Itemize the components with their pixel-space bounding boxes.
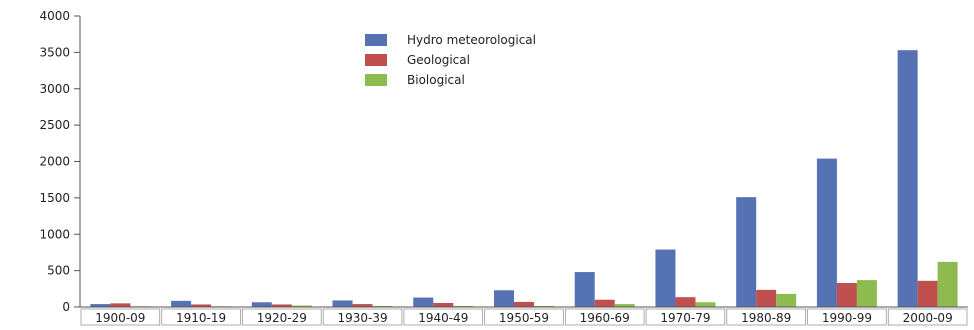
bar-hydro-meteorological-1950-59 xyxy=(494,290,514,307)
x-tick-box xyxy=(161,308,241,326)
bar-biological-1920-29 xyxy=(291,305,312,307)
bar-biological-1970-79 xyxy=(695,302,716,307)
legend-label: Hydro meteorological xyxy=(407,33,536,47)
legend-swatch xyxy=(365,34,387,46)
bar-geological-1930-39 xyxy=(352,304,373,307)
x-tick-label: 1930-39 xyxy=(337,311,387,325)
x-tick-box xyxy=(484,308,564,326)
bar-hydro-meteorological-1960-69 xyxy=(574,272,595,307)
x-tick-box xyxy=(403,308,484,326)
bar-geological-1950-59 xyxy=(514,301,534,307)
bar-biological-1990-99 xyxy=(856,280,877,307)
legend-label: Geological xyxy=(407,53,470,67)
bar-biological-1950-59 xyxy=(534,305,554,307)
y-tick-label: 500 xyxy=(47,264,70,278)
bar-hydro-meteorological-1990-99 xyxy=(816,158,837,307)
bar-hydro-meteorological-1940-49 xyxy=(413,297,434,307)
y-tick-label: 3500 xyxy=(39,45,70,59)
bar-hydro-meteorological-1910-19 xyxy=(171,300,192,307)
bar-hydro-meteorological-1970-79 xyxy=(655,249,676,307)
bar-biological-1940-49 xyxy=(453,305,474,307)
x-tick-box xyxy=(726,308,806,326)
bar-hydro-meteorological-1920-29 xyxy=(251,302,272,307)
x-tick-label: 1910-19 xyxy=(176,311,226,325)
bar-geological-2000-09 xyxy=(917,280,938,307)
x-tick-box xyxy=(322,308,403,326)
bar-geological-1940-49 xyxy=(433,302,454,307)
y-axis: 0 500 1000 1500 2000 2500 3000 3500 4000 xyxy=(39,9,81,314)
x-tick-label: 1990-99 xyxy=(822,311,872,325)
bar-geological-1970-79 xyxy=(675,297,696,307)
bar-geological-1900-09 xyxy=(110,303,131,307)
bar-hydro-meteorological-1900-09 xyxy=(90,304,111,307)
y-tick-label: 1000 xyxy=(39,227,70,241)
bar-geological-1980-89 xyxy=(756,289,777,307)
bar-hydro-meteorological-2000-09 xyxy=(897,50,918,307)
bar-biological-1960-69 xyxy=(614,304,635,307)
bar-geological-1960-69 xyxy=(594,299,615,307)
x-tick-box xyxy=(80,308,161,326)
y-tick-label: 0 xyxy=(62,300,70,314)
x-tick-box xyxy=(645,308,726,326)
y-tick-label: 4000 xyxy=(39,9,70,23)
bar-biological-2000-09 xyxy=(937,261,958,307)
y-tick-label: 2000 xyxy=(39,155,70,169)
bar-geological-1910-19 xyxy=(191,304,212,307)
y-tick-label: 2500 xyxy=(39,118,70,132)
bar-hydro-meteorological-1980-89 xyxy=(736,197,757,307)
x-tick-label: 1960-69 xyxy=(580,311,630,325)
bar-biological-1930-39 xyxy=(372,305,393,307)
y-tick-label: 1500 xyxy=(39,191,70,205)
x-tick-label: 1970-79 xyxy=(660,311,710,325)
bars-group xyxy=(90,50,958,307)
legend: Hydro meteorological Geological Biological xyxy=(365,33,536,87)
y-tick-label: 3000 xyxy=(39,82,70,96)
legend-label: Biological xyxy=(407,73,465,87)
x-tick-box xyxy=(807,308,887,326)
legend-swatch xyxy=(365,74,387,86)
x-tick-label: 1980-89 xyxy=(741,311,791,325)
bar-hydro-meteorological-1930-39 xyxy=(332,300,353,307)
bar-geological-1990-99 xyxy=(836,282,857,307)
bar-geological-1920-29 xyxy=(271,304,292,307)
x-tick-label: 1920-29 xyxy=(257,311,307,325)
x-tick-label: 1950-59 xyxy=(499,311,549,325)
legend-swatch xyxy=(365,54,387,66)
x-tick-label: 1900-09 xyxy=(95,311,145,325)
x-tick-label: 1940-49 xyxy=(418,311,468,325)
x-tick-box xyxy=(887,308,968,326)
x-tick-box xyxy=(564,308,645,326)
x-tick-label: 2000-09 xyxy=(903,311,953,325)
x-tick-box xyxy=(242,308,322,326)
bar-biological-1980-89 xyxy=(776,293,797,307)
x-axis: 1900-09 1910-19 1920-29 1930-39 1940-49 1950-… xyxy=(80,306,968,326)
